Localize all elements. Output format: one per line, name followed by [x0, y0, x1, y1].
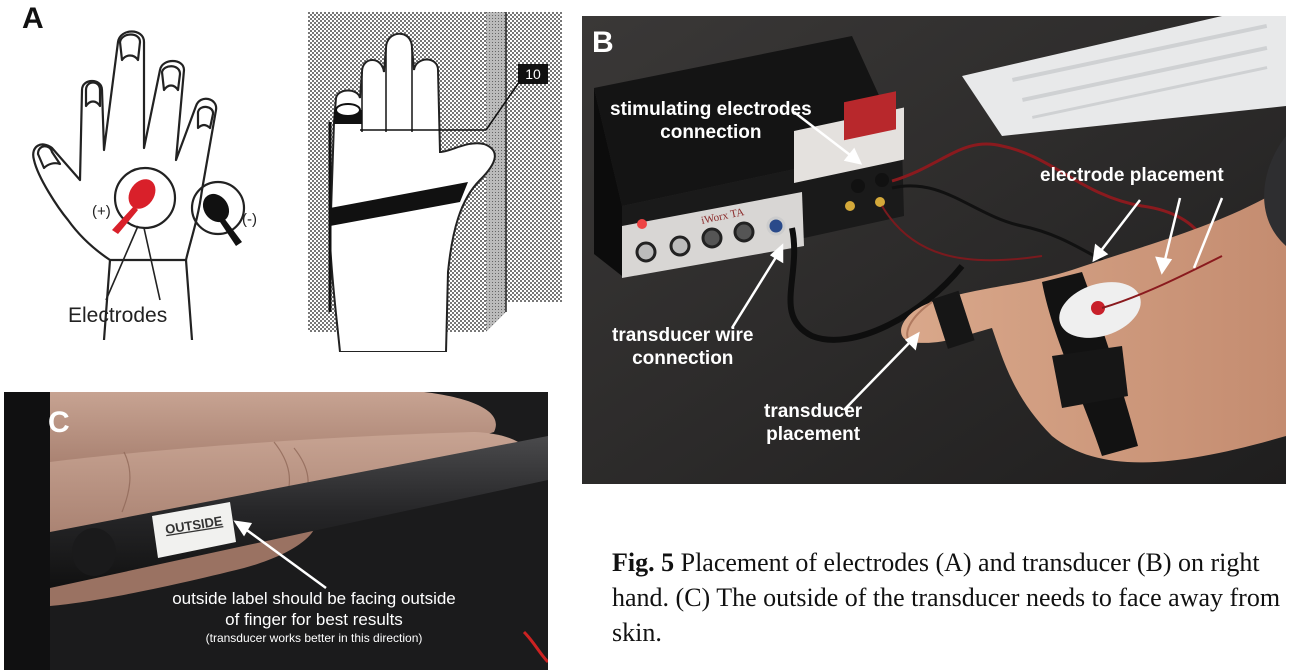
caption-text: Placement of electrodes (A) and transduc…: [612, 548, 1281, 647]
plus-label: (+): [92, 203, 111, 220]
note-small: (transducer works better in this directi…: [205, 631, 423, 645]
annotation-stimulating-electrodes: stimulating electrodes connection: [610, 98, 812, 144]
annotation-transducer-placement: transducer placement: [764, 400, 862, 446]
positive-electrode-icon: [112, 179, 156, 234]
panel-b-photo: iWorx TA: [582, 16, 1286, 484]
note-line-2: of finger for best results: [225, 610, 403, 629]
annotation-transducer-wire-line1: transducer wire: [612, 325, 754, 346]
annotation-transducer-placement-line2: placement: [766, 424, 861, 445]
annotation-stimulating-line1: stimulating electrodes: [610, 99, 812, 120]
annotation-stimulating-line2: connection: [660, 122, 762, 143]
annotation-transducer-wire: transducer wire connection: [612, 324, 754, 370]
electrodes-label: Electrodes: [68, 304, 167, 327]
note-line-1: outside label should be facing outside: [172, 589, 456, 608]
figure-caption: Fig. 5 Placement of electrodes (A) and t…: [612, 545, 1282, 650]
sensor-tag: 10: [525, 66, 541, 82]
annotation-electrode-placement: electrode placement: [1040, 165, 1224, 186]
negative-electrode-icon: [202, 193, 242, 246]
hand-electrode-diagram: (+) (-) Electrodes: [32, 30, 257, 340]
panel-b-letter: B: [592, 26, 614, 59]
panel-a-letter: A: [22, 2, 44, 35]
caption-label: Fig. 5: [612, 548, 675, 577]
panel-c-note: outside label should be facing outside o…: [104, 588, 524, 646]
annotation-transducer-wire-line2: connection: [632, 348, 734, 369]
minus-label: (-): [242, 211, 257, 228]
panel-c-photo: OUTSIDE C outside label should be facing…: [4, 392, 548, 670]
panel-c-letter: C: [48, 406, 70, 439]
annotation-transducer-placement-line1: transducer: [764, 401, 863, 422]
hand-transducer-diagram: 10: [308, 12, 562, 352]
